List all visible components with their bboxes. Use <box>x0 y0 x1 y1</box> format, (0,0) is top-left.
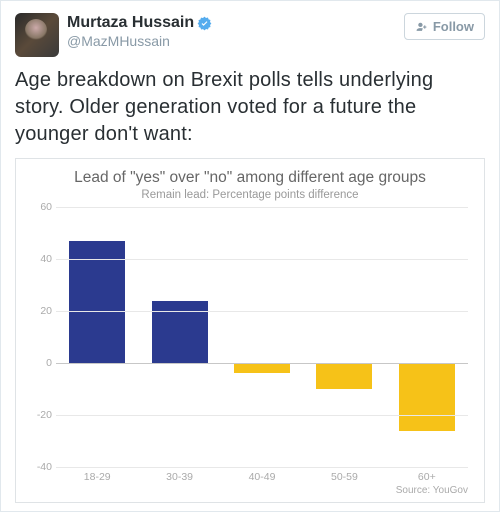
chart-bars <box>56 207 468 467</box>
chart-title: Lead of "yes" over "no" among different … <box>28 169 472 187</box>
chart-y-label: 20 <box>28 305 52 317</box>
chart-gridline <box>56 207 468 208</box>
display-name-row[interactable]: Murtaza Hussain <box>67 13 212 33</box>
chart-source: Source: YouGov <box>28 485 468 496</box>
user-names: Murtaza Hussain @MazMHussain <box>67 13 404 51</box>
chart-bar-slot <box>386 207 468 467</box>
chart-gridline <box>56 363 468 364</box>
tweet-text: Age breakdown on Brexit polls tells unde… <box>15 67 485 148</box>
user-handle[interactable]: @MazMHussain <box>67 33 404 51</box>
chart-plot-area: -40-200204060 <box>56 207 468 467</box>
chart-x-label: 18-29 <box>56 471 138 483</box>
chart-x-label: 30-39 <box>138 471 220 483</box>
chart-bar <box>234 363 290 373</box>
chart-card: Lead of "yes" over "no" among different … <box>15 158 485 503</box>
chart-gridline <box>56 415 468 416</box>
chart-bar-slot <box>303 207 385 467</box>
chart-x-label: 60+ <box>386 471 468 483</box>
chart-bar <box>316 363 372 389</box>
chart-bar-slot <box>221 207 303 467</box>
avatar[interactable] <box>15 13 59 57</box>
chart-bar-slot <box>56 207 138 467</box>
follow-button[interactable]: Follow <box>404 13 485 40</box>
chart-y-label: -40 <box>28 461 52 473</box>
chart-x-label: 40-49 <box>221 471 303 483</box>
chart-bar-slot <box>138 207 220 467</box>
chart-gridline <box>56 311 468 312</box>
follow-user-icon <box>415 20 428 33</box>
chart-gridline <box>56 259 468 260</box>
chart-y-label: 60 <box>28 201 52 213</box>
chart-y-label: -20 <box>28 409 52 421</box>
chart-bar <box>399 363 455 431</box>
chart-y-label: 40 <box>28 253 52 265</box>
tweet-card: Murtaza Hussain @MazMHussain Follow Age … <box>0 0 500 512</box>
chart-gridline <box>56 467 468 468</box>
chart-x-labels: 18-2930-3940-4950-5960+ <box>56 471 468 483</box>
chart-x-label: 50-59 <box>303 471 385 483</box>
verified-icon <box>197 16 212 31</box>
chart-bar <box>152 301 208 363</box>
follow-label: Follow <box>433 19 474 34</box>
chart-subtitle: Remain lead: Percentage points differenc… <box>28 189 472 201</box>
tweet-header: Murtaza Hussain @MazMHussain Follow <box>15 13 485 57</box>
display-name: Murtaza Hussain <box>67 13 194 33</box>
chart-y-label: 0 <box>28 357 52 369</box>
